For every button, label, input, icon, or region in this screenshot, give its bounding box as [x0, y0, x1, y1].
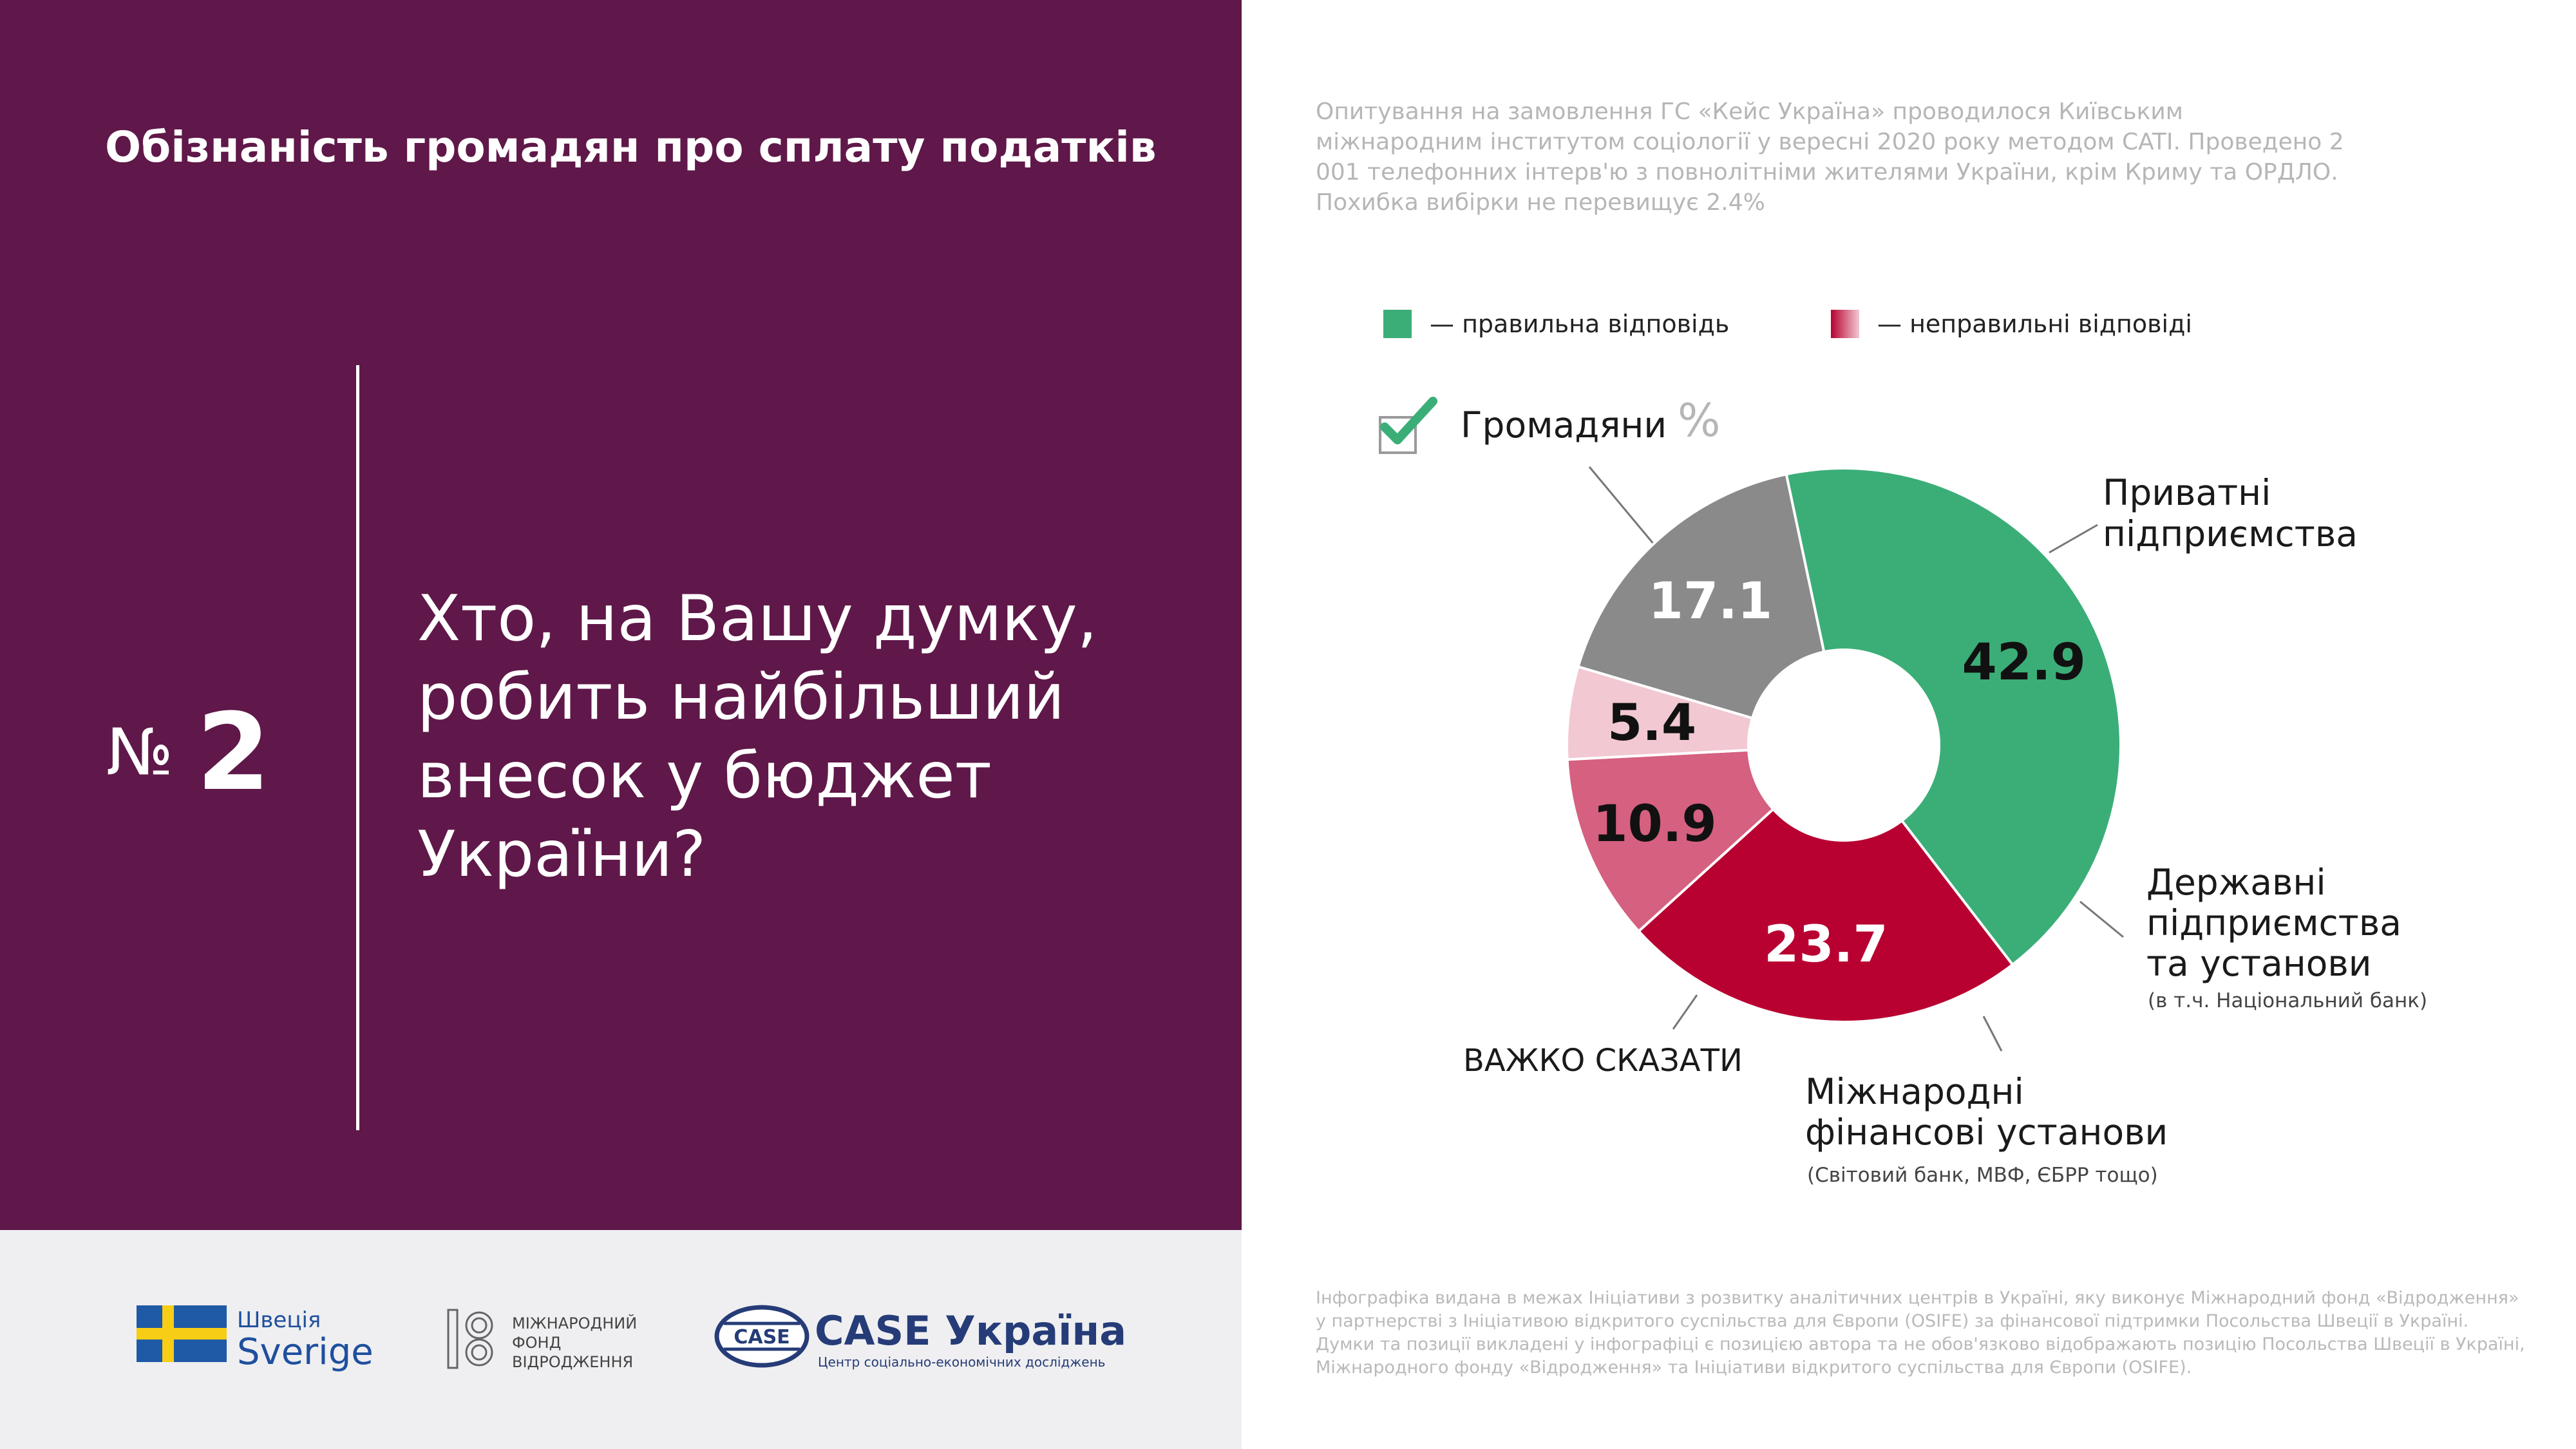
label-citizens: Громадяни — [1461, 404, 1667, 446]
leader-line-state — [2079, 900, 2124, 938]
value-label-private: 23.7 — [1764, 916, 1888, 974]
sverige-big-text: Sverige — [237, 1331, 374, 1373]
question-text: Хто, на Вашу думку, робить найбільший вн… — [417, 582, 1097, 891]
legend-correct: — правильна відповідь — [1383, 308, 1729, 340]
sverige-small-text: Швеція — [237, 1307, 321, 1333]
legend-incorrect-label: — неправильні відповіді — [1877, 310, 2192, 338]
divider-line — [356, 365, 359, 1130]
legend-correct-label: — правильна відповідь — [1430, 310, 1730, 338]
label-state-line3: та установи — [2146, 943, 2372, 984]
question-number-value: 2 — [196, 690, 270, 814]
label-state-line2: підприємства — [2146, 902, 2401, 943]
case-badge-text: CASE — [734, 1326, 790, 1349]
label-state-line1: Державні — [2146, 862, 2326, 903]
case-logo-icon: CASE — [714, 1305, 810, 1368]
legend-incorrect: — неправильні відповіді — [1831, 308, 2192, 340]
percent-unit: % — [1678, 394, 1721, 447]
donut-hole — [1747, 649, 1940, 842]
leader-line-citizens — [1588, 466, 1655, 545]
slice-citizens — [1785, 467, 2122, 967]
label-intl-note: (Світовий банк, МВФ, ЄБРР тощо) — [1807, 1164, 2158, 1187]
label-hard-to-say: ВАЖКО СКАЗАТИ — [1463, 1043, 1743, 1079]
label-intl-line2: фінансові установи — [1805, 1112, 2168, 1153]
value-label-citizens: 42.9 — [1962, 634, 2085, 692]
case-title: CASE Україна — [815, 1307, 1127, 1354]
value-label-hard: 17.1 — [1649, 573, 1772, 630]
left-panel — [0, 0, 1242, 1230]
page-title: Обізнаність громадян про сплату податків — [105, 122, 1157, 172]
irf-logo-icon — [447, 1309, 493, 1369]
leader-line-private — [2049, 524, 2098, 554]
sweden-flag-icon — [137, 1305, 227, 1362]
label-state-note: (в т.ч. Національний банк) — [2148, 989, 2428, 1012]
slice-private — [1636, 743, 2014, 1023]
leader-line-hard — [1672, 994, 1698, 1030]
survey-source-note: Опитування на замовлення ГС «Кейс Україн… — [1316, 99, 2344, 216]
checkmark-icon — [1379, 397, 1437, 454]
label-intl-line1: Міжнародні — [1805, 1071, 2024, 1112]
irf-logo-text: МІЖНАРОДНИЙ ФОНД ВІДРОДЖЕННЯ — [512, 1314, 638, 1371]
value-label-intl: 5.4 — [1607, 694, 1696, 752]
label-private-line2: підприємства — [2103, 513, 2358, 554]
legend-incorrect-swatch — [1831, 310, 1859, 338]
footer-note: Інфографіка видана в межах Ініціативи з … — [1316, 1288, 2525, 1378]
leader-line-intl — [1982, 1016, 2003, 1052]
question-number: № 2 — [106, 690, 270, 814]
question-number-prefix: № — [106, 714, 174, 790]
case-subtitle: Центр соціально-економічних досліджень — [818, 1354, 1106, 1370]
label-private-line1: Приватні — [2103, 472, 2271, 513]
legend-correct-swatch — [1383, 310, 1412, 338]
value-label-state: 10.9 — [1593, 795, 1716, 853]
